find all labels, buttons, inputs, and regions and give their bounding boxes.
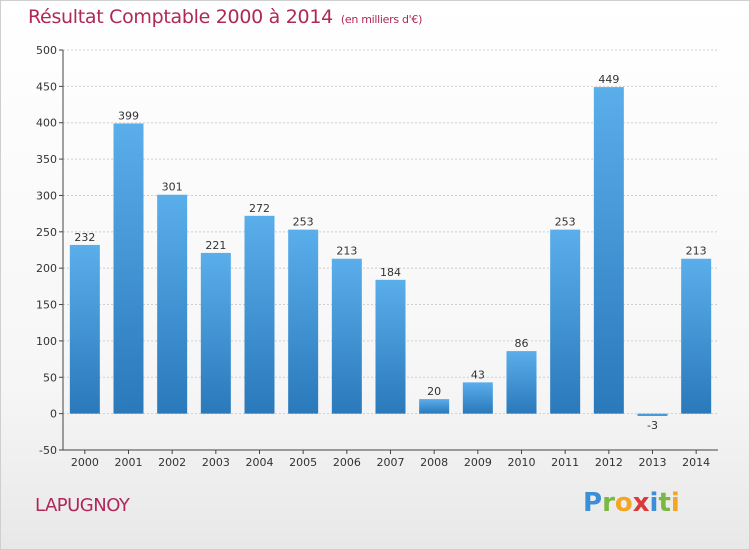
logo-letter: x — [632, 488, 650, 518]
y-tick-label: 150 — [36, 299, 57, 312]
x-tick-label: 2012 — [595, 456, 623, 469]
data-label: 213 — [686, 245, 707, 258]
logo-letter: o — [614, 488, 633, 518]
logo-letter: P — [583, 488, 603, 518]
data-label: 253 — [293, 216, 314, 229]
x-tick-label: 2003 — [202, 456, 230, 469]
bar — [113, 123, 144, 414]
x-tick-label: 2004 — [246, 456, 274, 469]
logo-letter: t — [658, 488, 671, 518]
x-tick-label: 2001 — [115, 456, 143, 469]
x-tick-label: 2000 — [71, 456, 99, 469]
x-tick-label: 2013 — [639, 456, 667, 469]
title-text: Résultat Comptable 2000 à 2014 — [28, 6, 333, 28]
x-tick-label: 2002 — [158, 456, 186, 469]
y-tick-label: 300 — [36, 189, 57, 202]
chart-title: Résultat Comptable 2000 à 2014 (en millie… — [28, 6, 422, 28]
y-tick-label: 250 — [36, 226, 57, 239]
y-tick-label: -50 — [39, 444, 57, 457]
data-label: 301 — [162, 181, 183, 194]
bar — [244, 215, 275, 414]
bar — [593, 87, 624, 414]
x-tick-label: 2006 — [333, 456, 361, 469]
bar — [550, 229, 581, 414]
data-label: -3 — [647, 419, 658, 432]
logo-letter: i — [670, 488, 680, 518]
logo-letter: i — [649, 488, 659, 518]
data-label: 221 — [205, 239, 226, 252]
bar — [419, 399, 450, 414]
x-tick-label: 2010 — [508, 456, 536, 469]
x-tick-label: 2007 — [377, 456, 405, 469]
y-tick-label: 500 — [36, 44, 57, 57]
commune-name: LAPUGNOY — [35, 495, 130, 516]
bar — [157, 194, 188, 414]
y-tick-label: 350 — [36, 153, 57, 166]
bar — [375, 279, 406, 414]
x-tick-label: 2008 — [420, 456, 448, 469]
y-tick-label: 400 — [36, 117, 57, 130]
proxiti-logo: Proxiti — [583, 488, 680, 518]
bar — [288, 229, 319, 414]
y-tick-label: 50 — [43, 371, 57, 384]
data-label: 213 — [336, 245, 357, 258]
bar — [506, 351, 537, 414]
y-tick-label: 200 — [36, 262, 57, 275]
data-label: 20 — [427, 385, 441, 398]
bar — [681, 258, 712, 414]
data-label: 43 — [471, 368, 485, 381]
data-label: 253 — [555, 216, 576, 229]
y-tick-label: 450 — [36, 80, 57, 93]
y-tick-label: 0 — [50, 408, 57, 421]
data-label: 272 — [249, 202, 270, 215]
x-tick-label: 2009 — [464, 456, 492, 469]
data-label: 184 — [380, 266, 401, 279]
data-label: 232 — [74, 231, 95, 244]
x-tick-label: 2011 — [551, 456, 579, 469]
data-label: 399 — [118, 109, 139, 122]
bar — [462, 382, 493, 414]
bar — [331, 258, 362, 414]
logo-letter: r — [602, 488, 615, 518]
y-tick-label: 100 — [36, 335, 57, 348]
bar — [200, 252, 231, 414]
data-label: 449 — [598, 73, 619, 86]
bar — [69, 244, 100, 414]
title-unit: (en milliers d'€) — [340, 13, 423, 26]
x-tick-label: 2014 — [682, 456, 710, 469]
data-label: 86 — [515, 337, 529, 350]
x-tick-label: 2005 — [289, 456, 317, 469]
bar — [637, 413, 668, 416]
